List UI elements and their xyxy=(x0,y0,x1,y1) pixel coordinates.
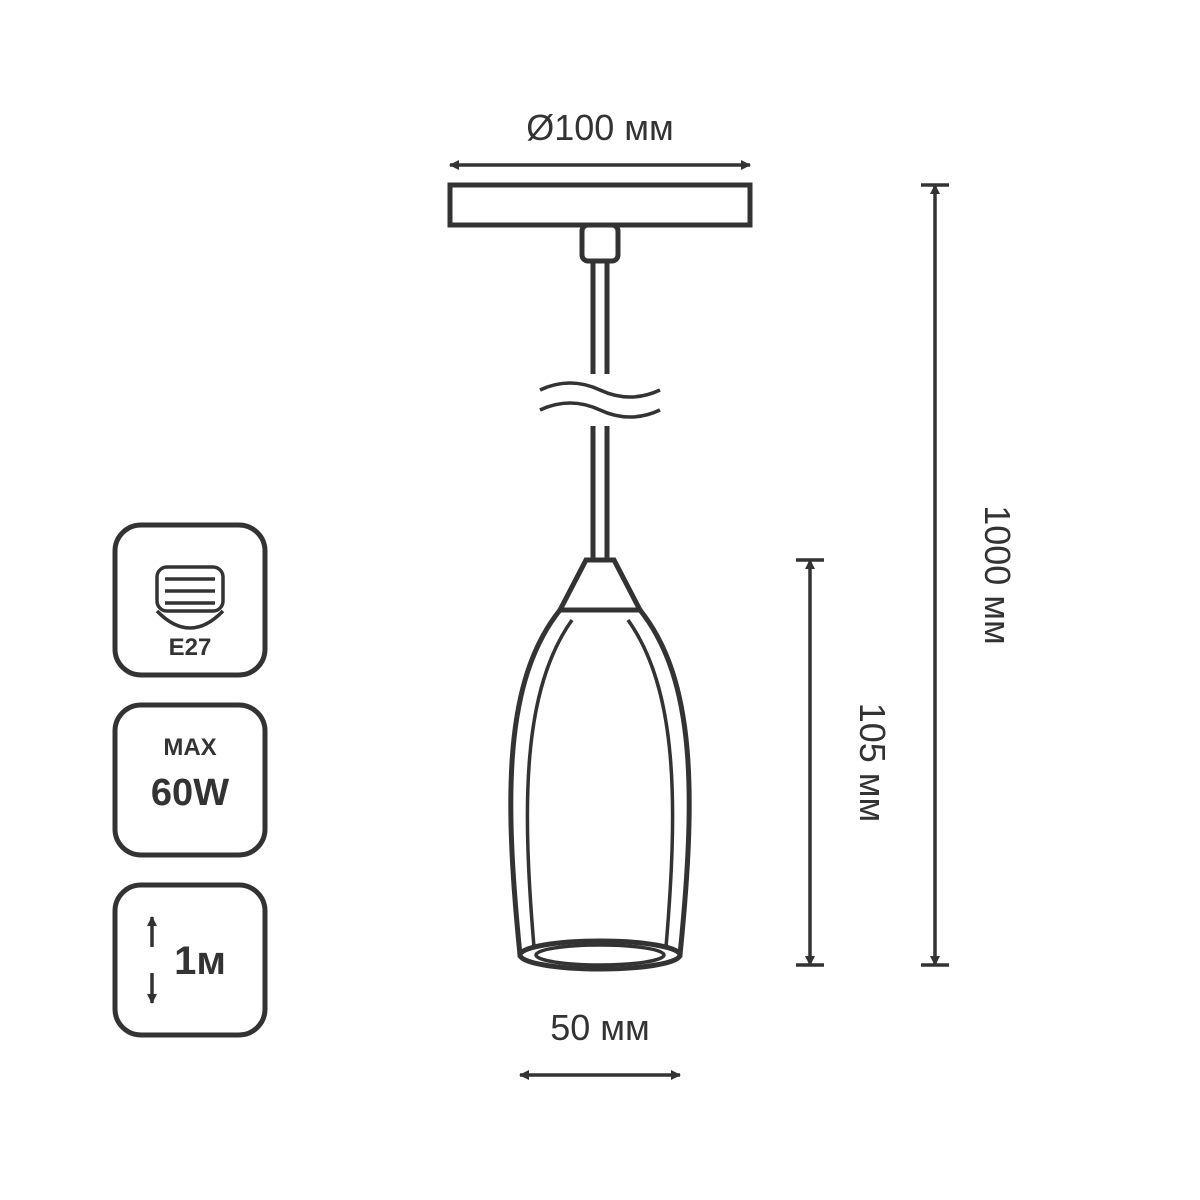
svg-text:60W: 60W xyxy=(151,772,229,814)
dim-top-label: Ø100 мм xyxy=(526,107,674,148)
svg-text:E27: E27 xyxy=(169,634,212,661)
cord-break-icon xyxy=(540,403,660,417)
svg-text:MAX: MAX xyxy=(163,734,216,761)
shade-body xyxy=(511,610,689,955)
canopy xyxy=(450,185,750,225)
dim-bottom-label: 50 мм xyxy=(550,1007,650,1048)
dim-shade-height-label: 105 мм xyxy=(852,703,893,823)
canopy-connector xyxy=(582,225,618,261)
cord-break-icon xyxy=(540,383,660,397)
svg-text:1м: 1м xyxy=(174,939,226,983)
dim-total-height-label: 1000 мм xyxy=(977,505,1018,645)
shade-neck xyxy=(560,560,640,610)
